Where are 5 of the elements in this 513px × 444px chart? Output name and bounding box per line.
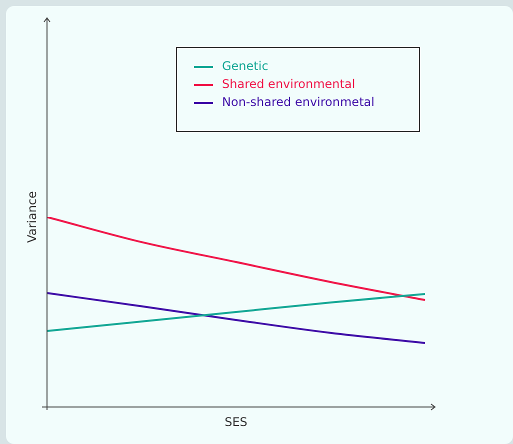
legend-label: Shared environmental [222,77,356,92]
legend-label: Genetic [222,59,268,74]
y-axis-title: Variance [25,191,40,243]
x-axis-title: SES [224,415,248,430]
legend-label: Non-shared environmetal [222,95,374,110]
